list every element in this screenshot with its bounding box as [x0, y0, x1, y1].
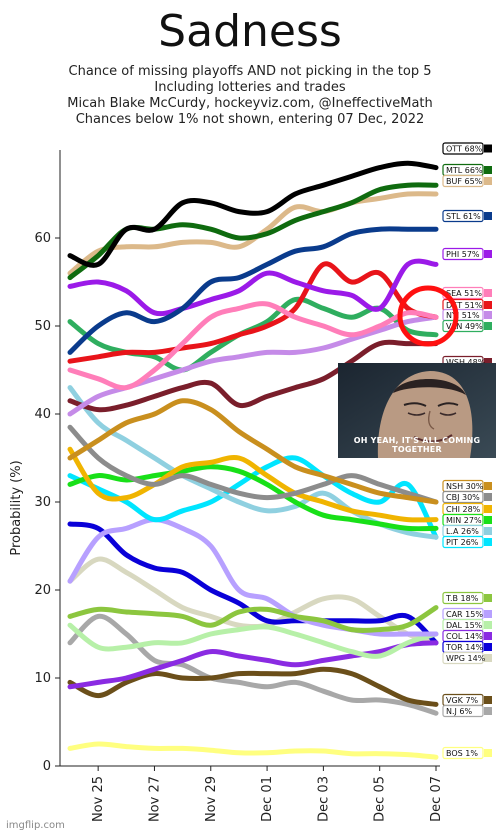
y-tick-label: 50 — [34, 319, 51, 334]
y-tick-label: 40 — [34, 407, 51, 422]
series-end-label-text: TOR 14% — [445, 643, 483, 652]
y-tick-label: 20 — [34, 583, 51, 598]
subtitle-line-3: Micah Blake McCurdy, hockeyviz.com, @Ine… — [67, 96, 433, 111]
x-tick-label: Nov 27 — [147, 776, 162, 822]
series-end-label-text: T.B 18% — [445, 594, 479, 603]
series-end-label-text: MIN 27% — [446, 516, 482, 525]
series-end-label-text: COL 14% — [446, 632, 483, 641]
series-end-label-bos: BOS 1% — [442, 746, 492, 760]
series-line-col — [67, 640, 439, 690]
x-tick-label: Dec 01 — [260, 776, 275, 822]
series-line-phi — [67, 258, 439, 317]
subtitle-line-2: Including lotteries and trades — [154, 80, 346, 95]
series-line-nsh — [67, 398, 439, 505]
series-end-label-car: CAR 15% — [442, 607, 492, 621]
subtitle-line-4: Chances below 1% not shown, entering 07 … — [75, 112, 425, 127]
imgflip-watermark: imgflip.com — [6, 820, 65, 831]
series-end-label-sea: SEA 51% — [442, 286, 492, 300]
series-line-sea — [67, 301, 439, 391]
series-end-label-col: COL 14% — [442, 629, 492, 643]
series-end-label-text: N.J 6% — [446, 707, 473, 716]
series-end-label-text: NSH 30% — [446, 482, 484, 491]
series-end-label-text: BOS 1% — [446, 749, 478, 758]
series-end-label-min: MIN 27% — [442, 513, 492, 527]
annotations — [397, 285, 459, 347]
series-end-label-nyi: NYI 51% — [442, 308, 492, 322]
series-end-label-phi: PHI 57% — [442, 247, 492, 261]
series-line-vgk — [67, 666, 439, 707]
series-end-label-text: WPG 14% — [446, 654, 486, 663]
series-end-label-nsh: NSH 30% — [442, 479, 492, 493]
series-end-label-text: OTT 68% — [446, 145, 483, 154]
chart-subtitles: Chance of missing playoffs AND not picki… — [0, 64, 500, 128]
series-end-labels: OTT 68% MTL 66% BUF 65% STL 61% PHI 57% SEA 5… — [442, 142, 492, 760]
series-end-label-text: PHI 57% — [446, 250, 480, 259]
series-end-label-text: DET 51% — [446, 301, 483, 310]
series-line-car — [67, 517, 439, 637]
x-tick-label: Nov 25 — [91, 776, 106, 822]
series-end-label-text: STL 61% — [446, 212, 481, 221]
series-end-label-cbj: CBJ 30% — [442, 490, 492, 504]
y-tick-label: 30 — [34, 495, 51, 510]
series-line-min — [67, 464, 439, 532]
y-axis-label: Probability (%) — [9, 460, 24, 555]
series-end-label-pit: PIT 26% — [442, 535, 492, 549]
x-tick-label: Dec 05 — [373, 776, 388, 822]
series-end-label-dal: DAL 15% — [442, 618, 492, 632]
series-end-label-text: NYI 51% — [446, 311, 480, 320]
series-end-label-text: PIT 26% — [446, 538, 479, 547]
series-end-label-mtl: MTL 66% — [442, 163, 492, 177]
chart-title: Sadness — [158, 6, 342, 57]
series-line-ott — [67, 160, 439, 268]
y-tick-label: 10 — [34, 671, 51, 686]
series-end-label-wpg: WPG 14% — [442, 651, 492, 665]
series-line-tb — [67, 605, 439, 633]
meme-caption: OH YEAH, IT'S ALL COMING TOGETHER — [353, 436, 481, 454]
series-line-chi — [67, 446, 439, 523]
subtitle-line-1: Chance of missing playoffs AND not picki… — [68, 64, 432, 79]
chart-axes: 0 10 20 30 40 50 60 Nov 25 Nov 27 Nov 29 Dec 01 Dec… — [9, 150, 444, 822]
meme-illustration — [338, 363, 496, 458]
series-end-label-text: VAN 49% — [446, 322, 483, 331]
series-end-label-text: CAR 15% — [446, 610, 483, 619]
series-end-label-tb: T.B 18% — [442, 591, 492, 605]
series-end-label-text: MTL 66% — [446, 166, 483, 175]
series-end-label-vgk: VGK 7% — [442, 693, 492, 707]
series-line-buf — [67, 191, 439, 276]
x-tick-label: Dec 07 — [429, 776, 444, 822]
series-line-wsh — [67, 339, 439, 413]
series-end-label-text: VGK 7% — [446, 696, 479, 705]
series-line-det — [67, 261, 439, 364]
series-end-label-text: WSH 48% — [446, 358, 486, 367]
series-line-tor — [67, 521, 439, 646]
series-end-label-text: DAL 15% — [446, 621, 483, 630]
series-end-label-text: CBJ 30% — [446, 493, 480, 502]
series-line-nj — [67, 613, 439, 716]
highlight-circle — [397, 285, 459, 347]
series-end-label-ott: OTT 68% — [442, 142, 492, 155]
series-line-stl — [67, 226, 439, 355]
series-end-label-buf: BUF 65% — [442, 174, 492, 188]
meme-image: OH YEAH, IT'S ALL COMING TOGETHER — [338, 363, 496, 458]
series-line-bos — [67, 741, 439, 760]
series-end-label-nj: N.J 6% — [442, 704, 492, 718]
y-tick-label: 0 — [43, 759, 51, 774]
x-tick-label: Nov 29 — [204, 776, 219, 822]
series-end-label-text: SEA 51% — [446, 289, 482, 298]
series-end-label-text: L.A 26% — [446, 527, 479, 536]
series-end-label-la: L.A 26% — [442, 524, 492, 538]
series-end-label-stl: STL 61% — [442, 209, 492, 223]
series-lines — [67, 160, 439, 760]
series-end-label-text: CHI 28% — [446, 505, 481, 514]
series-end-label-text: BUF 65% — [446, 177, 483, 186]
x-tick-label: Dec 03 — [316, 776, 331, 822]
series-end-label-tor: TOR 14% — [442, 640, 492, 654]
series-end-label-chi: CHI 28% — [442, 502, 492, 516]
series-line-cbj — [67, 424, 439, 505]
series-line-dal — [67, 622, 439, 659]
y-tick-label: 60 — [34, 231, 51, 246]
